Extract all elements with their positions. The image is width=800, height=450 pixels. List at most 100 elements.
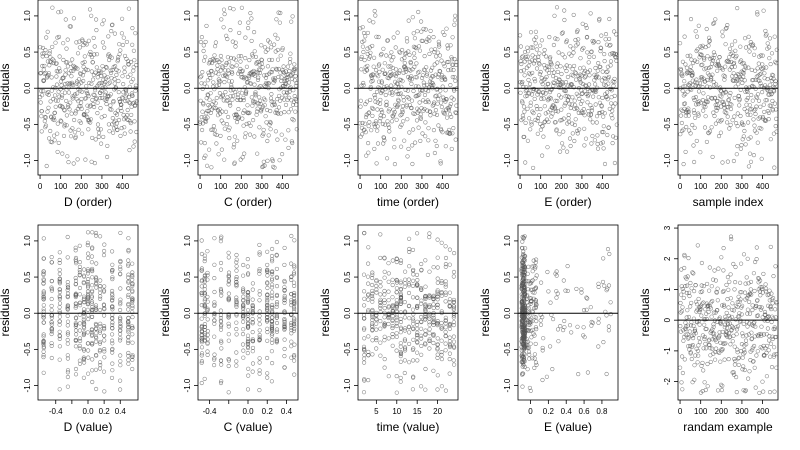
data-point (716, 266, 721, 271)
data-point (120, 16, 125, 21)
data-point (108, 68, 113, 73)
data-point (209, 165, 214, 170)
data-point (448, 67, 454, 72)
data-point (415, 319, 420, 324)
data-point (219, 362, 224, 367)
data-point (51, 60, 56, 66)
data-point (255, 151, 260, 156)
data-point (214, 95, 219, 101)
data-point (443, 334, 448, 339)
data-point (83, 96, 89, 101)
data-point (44, 54, 49, 59)
data-point (436, 42, 442, 47)
data-point (603, 77, 608, 82)
data-point (540, 82, 545, 87)
data-point (90, 266, 95, 271)
data-point (723, 64, 728, 69)
data-point (522, 274, 527, 279)
data-point (111, 99, 116, 104)
y-tick-label: 1.0 (343, 235, 352, 247)
data-point (68, 24, 73, 29)
data-point (688, 64, 693, 69)
data-point (699, 313, 704, 318)
data-point (87, 80, 92, 86)
data-point (86, 38, 91, 43)
data-point (386, 64, 391, 69)
data-point (759, 305, 764, 310)
data-point (82, 267, 87, 272)
y-axis-title: residuals (0, 288, 12, 336)
data-point (414, 46, 419, 51)
data-point (228, 103, 233, 108)
data-point (265, 138, 270, 144)
data-point (528, 30, 534, 35)
data-point (394, 323, 399, 329)
data-point (688, 350, 693, 355)
data-point (257, 388, 262, 393)
data-point (527, 81, 533, 87)
data-point (394, 318, 399, 323)
data-point (372, 55, 377, 60)
data-point (703, 307, 708, 312)
data-point (583, 74, 588, 79)
data-point (720, 160, 725, 165)
data-point (390, 258, 395, 263)
data-point (73, 366, 79, 372)
x-axis-title: E (order) (544, 195, 591, 209)
data-point (447, 371, 452, 376)
x-tick-label: 10 (392, 407, 401, 416)
data-point (212, 128, 217, 133)
data-point (274, 252, 279, 257)
data-point (250, 320, 255, 325)
data-point (49, 322, 54, 327)
data-point (408, 68, 413, 73)
data-point (63, 17, 68, 22)
data-point (714, 346, 719, 351)
data-point (374, 283, 379, 289)
data-point (205, 294, 210, 299)
data-point (94, 96, 99, 101)
points-group (678, 6, 779, 170)
x-tick-label: 0.2 (262, 407, 274, 416)
data-point (406, 277, 411, 282)
data-point (407, 236, 412, 241)
data-point (767, 36, 773, 41)
data-point (523, 89, 528, 94)
data-point (243, 91, 249, 96)
data-point (243, 35, 248, 40)
data-point (122, 65, 127, 70)
data-point (765, 77, 770, 82)
data-point (767, 390, 773, 395)
data-point (274, 337, 279, 342)
data-point (370, 113, 375, 118)
data-point (226, 315, 231, 320)
data-point (521, 252, 526, 257)
data-point (245, 110, 250, 115)
data-point (219, 234, 224, 239)
data-point (398, 281, 403, 286)
data-point (766, 292, 771, 297)
data-point (102, 389, 107, 394)
data-point (774, 352, 779, 357)
data-point (245, 333, 251, 338)
data-point (274, 320, 280, 326)
data-point (600, 109, 605, 114)
data-point (772, 352, 777, 357)
data-point (412, 36, 417, 41)
data-point (678, 41, 683, 46)
data-point (542, 120, 547, 125)
data-point (86, 348, 91, 353)
data-point (270, 306, 275, 311)
data-point (282, 262, 287, 267)
data-point (755, 140, 760, 145)
data-point (739, 261, 744, 266)
data-point (381, 114, 386, 119)
data-point (65, 285, 71, 290)
data-point (747, 49, 752, 54)
data-point (382, 71, 388, 76)
data-point (103, 85, 108, 90)
data-point (218, 260, 224, 266)
data-point (684, 315, 689, 320)
data-point (423, 328, 428, 333)
